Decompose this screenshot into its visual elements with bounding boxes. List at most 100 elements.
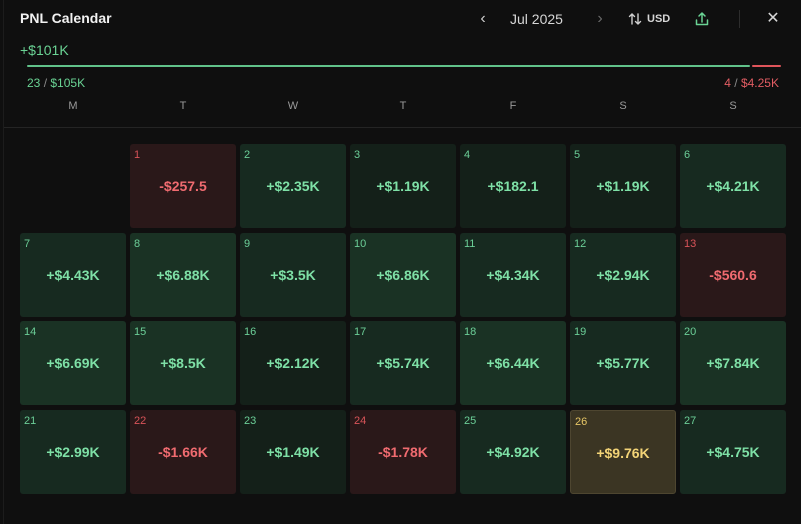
day-cell[interactable]: 24 -$1.78K bbox=[350, 410, 456, 494]
day-number: 4 bbox=[464, 149, 471, 161]
day-cell[interactable]: 19 +$5.77K bbox=[570, 321, 676, 405]
day-cell[interactable]: 23 +$1.49K bbox=[240, 410, 346, 494]
day-pnl: +$8.5K bbox=[160, 355, 206, 371]
day-number: 2 bbox=[244, 149, 251, 161]
day-pnl: +$2.12K bbox=[266, 355, 320, 371]
day-pnl: +$2.94K bbox=[596, 267, 650, 283]
day-cell[interactable]: 11 +$4.34K bbox=[460, 233, 566, 317]
day-cell[interactable]: 17 +$5.74K bbox=[350, 321, 456, 405]
day-number: 27 bbox=[684, 415, 697, 427]
day-number: 14 bbox=[24, 326, 37, 338]
day-number: 18 bbox=[464, 326, 477, 338]
day-cell[interactable]: 8 +$6.88K bbox=[130, 233, 236, 317]
day-pnl: +$1.19K bbox=[376, 178, 430, 194]
day-pnl: +$6.88K bbox=[156, 267, 210, 283]
losing-days-summary: 4 / $4.25K bbox=[724, 76, 779, 90]
wins-amount: $105K bbox=[50, 76, 86, 90]
day-pnl: -$1.66K bbox=[158, 444, 208, 460]
day-number: 8 bbox=[134, 238, 141, 250]
day-pnl: +$182.1 bbox=[487, 178, 539, 194]
currency-toggle-button[interactable]: USD bbox=[627, 9, 670, 29]
weekday-mon: M bbox=[68, 100, 78, 112]
losses-separator: / bbox=[730, 76, 741, 90]
wins-count: 23 bbox=[27, 76, 41, 90]
day-cell[interactable]: 27 +$4.75K bbox=[680, 410, 786, 494]
day-number: 24 bbox=[354, 415, 367, 427]
day-number: 25 bbox=[464, 415, 477, 427]
day-number: 26 bbox=[575, 416, 588, 428]
day-cell[interactable]: 14 +$6.69K bbox=[20, 321, 126, 405]
day-number: 17 bbox=[354, 326, 367, 338]
day-pnl: +$4.21K bbox=[706, 178, 760, 194]
day-number: 22 bbox=[134, 415, 147, 427]
day-cell[interactable]: 12 +$2.94K bbox=[570, 233, 676, 317]
weekday-header: M T W T F S S bbox=[4, 100, 801, 116]
day-pnl: -$257.5 bbox=[159, 178, 207, 194]
day-number: 19 bbox=[574, 326, 587, 338]
day-pnl: +$7.84K bbox=[706, 355, 760, 371]
day-number: 11 bbox=[464, 238, 476, 250]
day-pnl: +$6.69K bbox=[46, 355, 100, 371]
share-button[interactable] bbox=[693, 9, 711, 29]
calendar-header: PNL Calendar ‹ Jul 2025 › USD ✕ bbox=[4, 0, 801, 38]
day-pnl: +$4.92K bbox=[486, 444, 540, 460]
day-pnl: +$6.86K bbox=[376, 267, 430, 283]
day-cell[interactable]: 18 +$6.44K bbox=[460, 321, 566, 405]
currency-label: USD bbox=[647, 13, 671, 25]
day-number: 1 bbox=[134, 149, 141, 161]
month-label: Jul 2025 bbox=[510, 11, 563, 27]
day-cell[interactable]: 9 +$3.5K bbox=[240, 233, 346, 317]
day-cell[interactable]: 22 -$1.66K bbox=[130, 410, 236, 494]
day-pnl: -$1.78K bbox=[378, 444, 428, 460]
losses-amount: $4.25K bbox=[740, 76, 779, 90]
day-cell[interactable]: 25 +$4.92K bbox=[460, 410, 566, 494]
chevron-left-icon[interactable]: ‹ bbox=[480, 10, 486, 27]
day-pnl: +$4.75K bbox=[706, 444, 760, 460]
header-divider bbox=[739, 10, 740, 28]
day-number: 12 bbox=[574, 238, 587, 250]
winning-days-summary: 23 / $105K bbox=[27, 76, 85, 90]
day-cell[interactable]: 7 +$4.43K bbox=[20, 233, 126, 317]
day-cell[interactable]: 4 +$182.1 bbox=[460, 144, 566, 228]
day-cell[interactable]: 5 +$1.19K bbox=[570, 144, 676, 228]
day-number: 10 bbox=[354, 238, 367, 250]
day-cell[interactable]: 21 +$2.99K bbox=[20, 410, 126, 494]
day-cell[interactable]: 6 +$4.21K bbox=[680, 144, 786, 228]
day-pnl: +$4.34K bbox=[486, 267, 540, 283]
day-pnl: +$2.35K bbox=[266, 178, 320, 194]
day-number: 16 bbox=[244, 326, 257, 338]
day-number: 5 bbox=[574, 149, 581, 161]
day-pnl: +$5.77K bbox=[596, 355, 650, 371]
sort-arrows-icon bbox=[628, 13, 642, 25]
day-pnl: +$1.49K bbox=[266, 444, 320, 460]
day-cell[interactable]: 15 +$8.5K bbox=[130, 321, 236, 405]
day-cell[interactable]: 2 +$2.35K bbox=[240, 144, 346, 228]
day-cell[interactable]: 16 +$2.12K bbox=[240, 321, 346, 405]
weekday-tue: T bbox=[179, 100, 187, 112]
day-cell[interactable]: 1 -$257.5 bbox=[130, 144, 236, 228]
day-cell[interactable]: 3 +$1.19K bbox=[350, 144, 456, 228]
day-number: 7 bbox=[24, 238, 31, 250]
panel-title: PNL Calendar bbox=[20, 10, 112, 26]
day-pnl: +$4.43K bbox=[46, 267, 100, 283]
day-pnl: +$5.74K bbox=[376, 355, 430, 371]
day-cell[interactable]: 10 +$6.86K bbox=[350, 233, 456, 317]
day-cell[interactable]: 13 -$560.6 bbox=[680, 233, 786, 317]
day-pnl: +$9.76K bbox=[596, 445, 650, 461]
header-separator bbox=[4, 127, 801, 128]
day-number: 6 bbox=[684, 149, 691, 161]
losses-count: 4 bbox=[724, 76, 731, 90]
day-cell[interactable]: 26 +$9.76K bbox=[570, 410, 676, 494]
day-number: 13 bbox=[684, 238, 697, 250]
day-cell[interactable]: 20 +$7.84K bbox=[680, 321, 786, 405]
wins-separator: / bbox=[40, 76, 51, 90]
day-number: 23 bbox=[244, 415, 257, 427]
chevron-right-icon[interactable]: › bbox=[597, 10, 603, 27]
share-icon bbox=[695, 12, 709, 26]
day-number: 3 bbox=[354, 149, 361, 161]
pnl-calendar-panel: PNL Calendar ‹ Jul 2025 › USD ✕ +$101K 2… bbox=[3, 0, 801, 524]
day-number: 20 bbox=[684, 326, 697, 338]
close-icon[interactable]: ✕ bbox=[766, 10, 780, 27]
total-pnl: +$101K bbox=[20, 42, 69, 58]
day-number: 21 bbox=[24, 415, 37, 427]
